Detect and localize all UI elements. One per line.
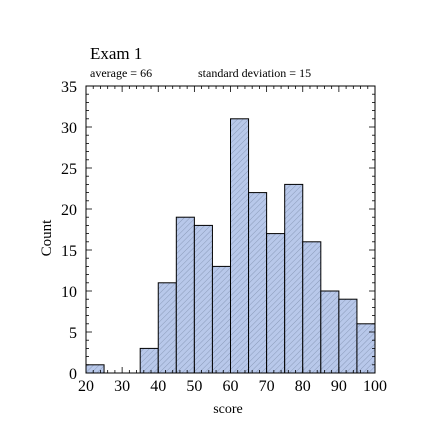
bar-outline (284, 183, 304, 374)
y-axis-label: Count (39, 219, 55, 257)
bar-outline (230, 118, 250, 374)
x-tick-label: 30 (114, 378, 130, 395)
histogram-bar (230, 118, 250, 374)
histogram-bar (175, 216, 195, 374)
histogram-bar (320, 290, 340, 374)
bar-outline (193, 224, 213, 374)
x-tick-label: 100 (363, 378, 387, 395)
histogram-bar (211, 265, 231, 374)
bar-outline (266, 233, 286, 374)
y-tick-label: 35 (61, 79, 77, 96)
bar-outline (338, 298, 358, 374)
x-tick-label: 60 (223, 378, 239, 395)
y-tick-label: 20 (61, 202, 77, 219)
histogram-bar (356, 323, 376, 374)
axes-group: 20 30 40 50 60 70 80 90 100 0 5 10 15 20 25 30 35 (61, 79, 387, 395)
x-tick-label: 20 (78, 378, 94, 395)
histogram-bar (157, 282, 177, 374)
bar-outline (85, 364, 105, 374)
histogram-bar (248, 192, 268, 374)
histogram-bar (193, 224, 213, 374)
bars-group (85, 118, 376, 374)
histogram-bar (284, 183, 304, 374)
bar-outline (139, 347, 159, 374)
bar-outline (211, 265, 231, 374)
histogram-bar (266, 233, 286, 374)
average-label: average = 66 (90, 66, 152, 80)
y-tick-label: 5 (69, 325, 77, 342)
y-tick-label: 0 (69, 366, 77, 383)
x-tick-label: 50 (186, 378, 202, 395)
bar-outline (175, 216, 195, 374)
bar-outline (302, 241, 322, 374)
chart-title: Exam 1 (90, 44, 142, 63)
bar-outline (157, 282, 177, 374)
histogram-bar (302, 241, 322, 374)
bar-outline (320, 290, 340, 374)
histogram-bar (85, 364, 105, 374)
x-tick-label: 80 (295, 378, 311, 395)
y-tick-label: 30 (61, 120, 77, 137)
x-axis-label: score (213, 402, 243, 417)
x-tick-label: 40 (150, 378, 166, 395)
histogram-bar (338, 298, 358, 374)
x-tick-label: 90 (331, 378, 347, 395)
x-tick-label: 70 (259, 378, 275, 395)
standard-deviation-label: standard deviation = 15 (198, 66, 311, 80)
y-tick-label: 25 (61, 161, 77, 178)
bar-outline (248, 192, 268, 374)
y-tick-label: 10 (61, 284, 77, 301)
histogram-bar (139, 347, 159, 374)
y-tick-label: 15 (61, 243, 77, 260)
